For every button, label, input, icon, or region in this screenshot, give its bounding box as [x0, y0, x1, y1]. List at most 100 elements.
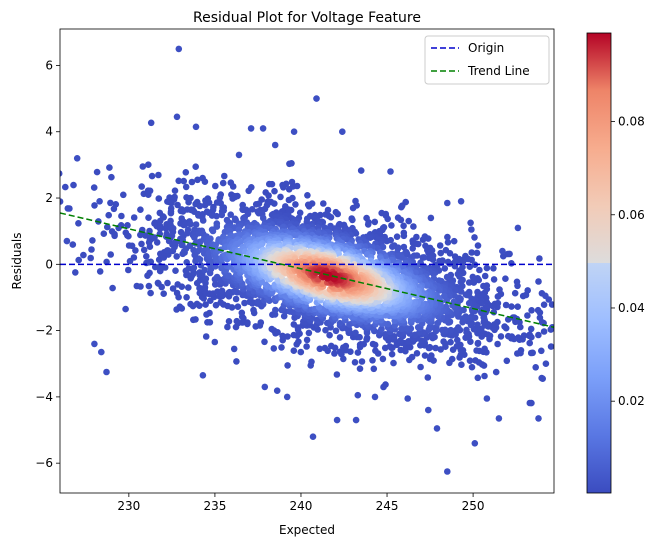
data-point: [538, 374, 545, 382]
data-point: [424, 374, 432, 381]
data-point: [379, 355, 387, 363]
data-point: [358, 358, 366, 365]
data-point: [237, 238, 245, 246]
data-point: [270, 345, 278, 352]
data-point: [444, 239, 452, 246]
data-point: [332, 327, 340, 335]
data-point: [458, 361, 465, 369]
data-point: [147, 289, 154, 297]
data-point: [391, 322, 399, 329]
data-point: [96, 268, 104, 275]
outlier-point: [173, 113, 181, 121]
data-point: [409, 239, 417, 247]
data-point: [241, 299, 248, 307]
data-point: [560, 289, 567, 296]
data-point: [540, 328, 548, 335]
data-point: [352, 329, 359, 337]
data-point: [470, 279, 478, 286]
data-point: [153, 239, 161, 246]
outlier-point: [352, 416, 360, 424]
outlier-point: [91, 340, 98, 348]
data-point: [201, 178, 209, 185]
data-point: [75, 220, 82, 227]
data-point: [524, 312, 531, 319]
data-point: [209, 227, 217, 235]
data-point: [268, 325, 276, 333]
data-point: [191, 234, 198, 241]
outlier-point: [425, 406, 432, 414]
outlier-point: [98, 348, 105, 356]
data-point: [472, 357, 479, 364]
data-point: [145, 191, 152, 198]
data-point: [297, 348, 305, 356]
data-point: [188, 178, 196, 186]
outlier-point: [309, 433, 317, 441]
data-point: [398, 203, 405, 211]
data-point: [558, 340, 565, 347]
data-point: [569, 392, 576, 399]
data-point: [245, 187, 252, 195]
data-point: [109, 284, 116, 292]
data-point: [271, 200, 278, 207]
colorbar: 0.02 0.04 0.06 0.08: [586, 32, 645, 494]
outlier-point: [433, 425, 441, 432]
data-point: [457, 341, 464, 349]
outlier-point: [444, 468, 451, 475]
data-point: [125, 266, 132, 274]
data-point: [526, 339, 533, 347]
data-point: [187, 300, 194, 308]
data-point: [128, 242, 136, 250]
data-point: [172, 267, 179, 275]
data-point: [193, 300, 201, 308]
data-point: [413, 350, 421, 357]
y-tick-label-5: 4: [45, 125, 53, 139]
outlier-point: [468, 226, 475, 233]
data-point: [369, 357, 376, 364]
outlier-point: [542, 292, 549, 300]
data-point: [184, 229, 191, 237]
outlier-point: [175, 45, 183, 53]
data-point: [621, 373, 628, 380]
data-point: [468, 306, 476, 313]
data-point: [278, 344, 285, 351]
data-point: [500, 252, 507, 260]
data-point: [547, 343, 554, 350]
data-point: [60, 198, 64, 205]
data-point: [369, 340, 377, 348]
data-point: [277, 193, 284, 201]
data-point: [137, 283, 144, 290]
data-point: [502, 301, 510, 309]
colorbar-tick-label-3: 0.08: [618, 115, 645, 129]
data-point: [538, 347, 545, 355]
x-tick-label-2: 240: [290, 499, 313, 513]
data-point: [417, 363, 424, 371]
data-point: [519, 292, 527, 300]
data-point: [432, 344, 439, 352]
data-point: [321, 344, 329, 352]
data-point: [403, 325, 410, 332]
data-point: [336, 319, 344, 327]
data-point: [196, 202, 204, 210]
data-point: [233, 317, 241, 325]
data-point: [372, 347, 379, 355]
data-point: [196, 256, 204, 263]
data-point: [492, 368, 500, 376]
outlier-point: [259, 125, 267, 132]
data-point: [148, 172, 156, 180]
data-point: [199, 217, 207, 224]
data-point: [69, 241, 77, 248]
data-point: [266, 180, 273, 188]
data-point: [106, 164, 113, 171]
data-point: [447, 338, 454, 346]
data-point: [532, 364, 539, 371]
data-point: [70, 181, 77, 189]
data-point: [108, 173, 115, 181]
data-point: [154, 279, 162, 287]
y-tick-label-3: 0: [45, 257, 53, 271]
data-point: [335, 250, 343, 258]
colorbar-gradient: [586, 32, 612, 494]
data-point: [462, 291, 470, 298]
data-point: [465, 279, 473, 286]
data-point: [232, 295, 240, 303]
outlier-point: [271, 141, 279, 149]
